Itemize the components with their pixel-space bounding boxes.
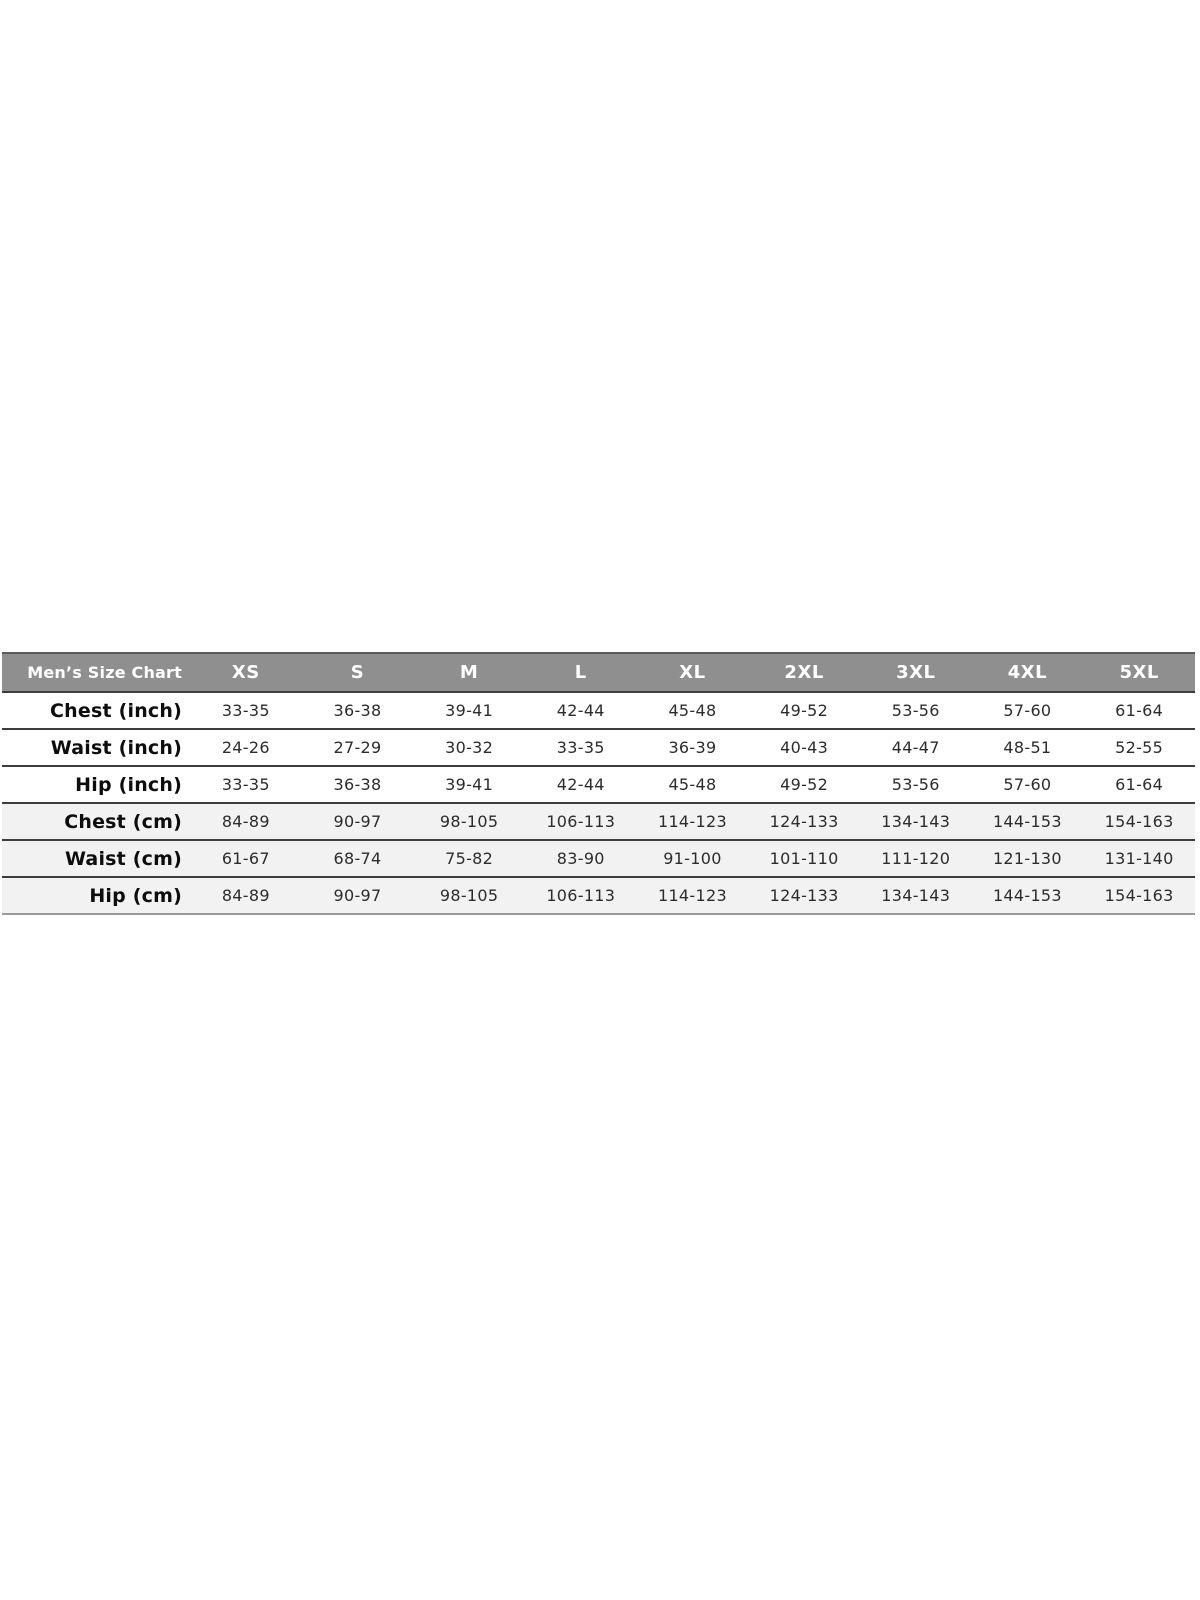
size-value-cell: 57-60: [971, 766, 1084, 804]
size-value-cell: 111-120: [859, 840, 972, 878]
row-label: Chest (cm): [2, 803, 190, 841]
table-row-hip-cm: Hip (cm) 84-89 90-97 98-105 106-113 114-…: [2, 877, 1195, 915]
size-value-cell: 83-90: [524, 840, 637, 878]
size-value-cell: 49-52: [748, 766, 860, 804]
size-value-cell: 53-56: [859, 692, 972, 730]
size-value-cell: 33-35: [190, 692, 302, 730]
size-value-cell: 90-97: [301, 877, 414, 915]
table-row-waist-cm: Waist (cm) 61-67 68-74 75-82 83-90 91-10…: [2, 840, 1195, 878]
size-value-cell: 61-64: [1083, 692, 1195, 730]
size-value-cell: 40-43: [748, 729, 860, 767]
size-value-cell: 114-123: [636, 877, 749, 915]
table-title-cell: Men’s Size Chart: [2, 652, 190, 693]
size-value-cell: 30-32: [413, 729, 525, 767]
size-value-cell: 98-105: [413, 803, 525, 841]
size-value-cell: 121-130: [971, 840, 1084, 878]
size-value-cell: 131-140: [1083, 840, 1195, 878]
column-header-s: S: [301, 652, 414, 693]
size-value-cell: 53-56: [859, 766, 972, 804]
size-value-cell: 98-105: [413, 877, 525, 915]
size-value-cell: 36-38: [301, 766, 414, 804]
size-value-cell: 44-47: [859, 729, 972, 767]
table-row-hip-inch: Hip (inch) 33-35 36-38 39-41 42-44 45-48…: [2, 766, 1195, 804]
size-value-cell: 42-44: [524, 692, 637, 730]
size-value-cell: 144-153: [971, 803, 1084, 841]
size-value-cell: 33-35: [190, 766, 302, 804]
size-value-cell: 36-39: [636, 729, 749, 767]
size-value-cell: 124-133: [748, 877, 860, 915]
size-value-cell: 45-48: [636, 766, 749, 804]
size-value-cell: 144-153: [971, 877, 1084, 915]
size-value-cell: 49-52: [748, 692, 860, 730]
size-value-cell: 48-51: [971, 729, 1084, 767]
size-value-cell: 33-35: [524, 729, 637, 767]
column-header-l: L: [524, 652, 637, 693]
table-row-waist-inch: Waist (inch) 24-26 27-29 30-32 33-35 36-…: [2, 729, 1195, 767]
row-label: Hip (inch): [2, 766, 190, 804]
column-header-5xl: 5XL: [1083, 652, 1195, 693]
size-value-cell: 57-60: [971, 692, 1084, 730]
table-row-chest-cm: Chest (cm) 84-89 90-97 98-105 106-113 11…: [2, 803, 1195, 841]
size-value-cell: 27-29: [301, 729, 414, 767]
table-row-chest-inch: Chest (inch) 33-35 36-38 39-41 42-44 45-…: [2, 692, 1195, 730]
size-value-cell: 36-38: [301, 692, 414, 730]
size-value-cell: 84-89: [190, 877, 302, 915]
size-value-cell: 52-55: [1083, 729, 1195, 767]
size-value-cell: 106-113: [524, 877, 637, 915]
column-header-m: M: [413, 652, 525, 693]
column-header-xs: XS: [190, 652, 302, 693]
size-value-cell: 24-26: [190, 729, 302, 767]
mens-size-chart-table: Men’s Size Chart XS S M L XL 2XL 3XL 4XL…: [2, 652, 1195, 915]
size-value-cell: 68-74: [301, 840, 414, 878]
size-value-cell: 61-67: [190, 840, 302, 878]
size-value-cell: 75-82: [413, 840, 525, 878]
column-header-2xl: 2XL: [748, 652, 860, 693]
size-value-cell: 101-110: [748, 840, 860, 878]
size-value-cell: 45-48: [636, 692, 749, 730]
size-value-cell: 134-143: [859, 803, 972, 841]
size-value-cell: 106-113: [524, 803, 637, 841]
row-label: Chest (inch): [2, 692, 190, 730]
column-header-xl: XL: [636, 652, 749, 693]
size-value-cell: 90-97: [301, 803, 414, 841]
size-value-cell: 84-89: [190, 803, 302, 841]
table-header-row: Men’s Size Chart XS S M L XL 2XL 3XL 4XL…: [2, 652, 1195, 693]
size-value-cell: 114-123: [636, 803, 749, 841]
size-value-cell: 91-100: [636, 840, 749, 878]
size-value-cell: 39-41: [413, 692, 525, 730]
size-value-cell: 124-133: [748, 803, 860, 841]
size-value-cell: 134-143: [859, 877, 972, 915]
size-value-cell: 154-163: [1083, 877, 1195, 915]
size-value-cell: 154-163: [1083, 803, 1195, 841]
row-label: Waist (cm): [2, 840, 190, 878]
size-value-cell: 42-44: [524, 766, 637, 804]
row-label: Hip (cm): [2, 877, 190, 915]
column-header-4xl: 4XL: [971, 652, 1084, 693]
size-value-cell: 39-41: [413, 766, 525, 804]
row-label: Waist (inch): [2, 729, 190, 767]
column-header-3xl: 3XL: [859, 652, 972, 693]
size-value-cell: 61-64: [1083, 766, 1195, 804]
